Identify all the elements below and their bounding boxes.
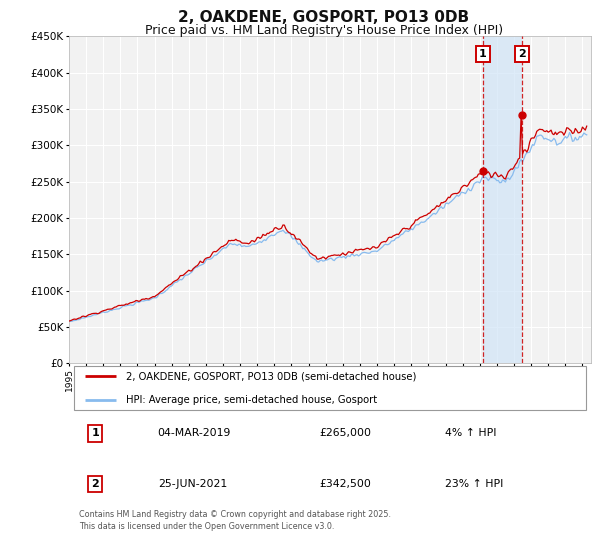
Text: Price paid vs. HM Land Registry's House Price Index (HPI): Price paid vs. HM Land Registry's House …: [145, 24, 503, 36]
Text: 1: 1: [479, 49, 487, 59]
Text: £265,000: £265,000: [320, 428, 371, 438]
Bar: [482, 36, 522, 363]
Text: 25-JUN-2021: 25-JUN-2021: [158, 479, 227, 489]
Text: 2: 2: [518, 49, 526, 59]
Text: 2, OAKDENE, GOSPORT, PO13 0DB (semi-detached house): 2, OAKDENE, GOSPORT, PO13 0DB (semi-deta…: [127, 371, 417, 381]
Text: 04-MAR-2019: 04-MAR-2019: [158, 428, 231, 438]
Text: 2, OAKDENE, GOSPORT, PO13 0DB: 2, OAKDENE, GOSPORT, PO13 0DB: [178, 10, 470, 25]
Text: 2: 2: [91, 479, 99, 489]
Text: £342,500: £342,500: [320, 479, 371, 489]
Text: 4% ↑ HPI: 4% ↑ HPI: [445, 428, 496, 438]
Text: Contains HM Land Registry data © Crown copyright and database right 2025.
This d: Contains HM Land Registry data © Crown c…: [79, 510, 391, 530]
FancyBboxPatch shape: [74, 366, 586, 410]
Text: 23% ↑ HPI: 23% ↑ HPI: [445, 479, 503, 489]
Text: 1: 1: [91, 428, 99, 438]
Text: HPI: Average price, semi-detached house, Gosport: HPI: Average price, semi-detached house,…: [127, 395, 377, 405]
